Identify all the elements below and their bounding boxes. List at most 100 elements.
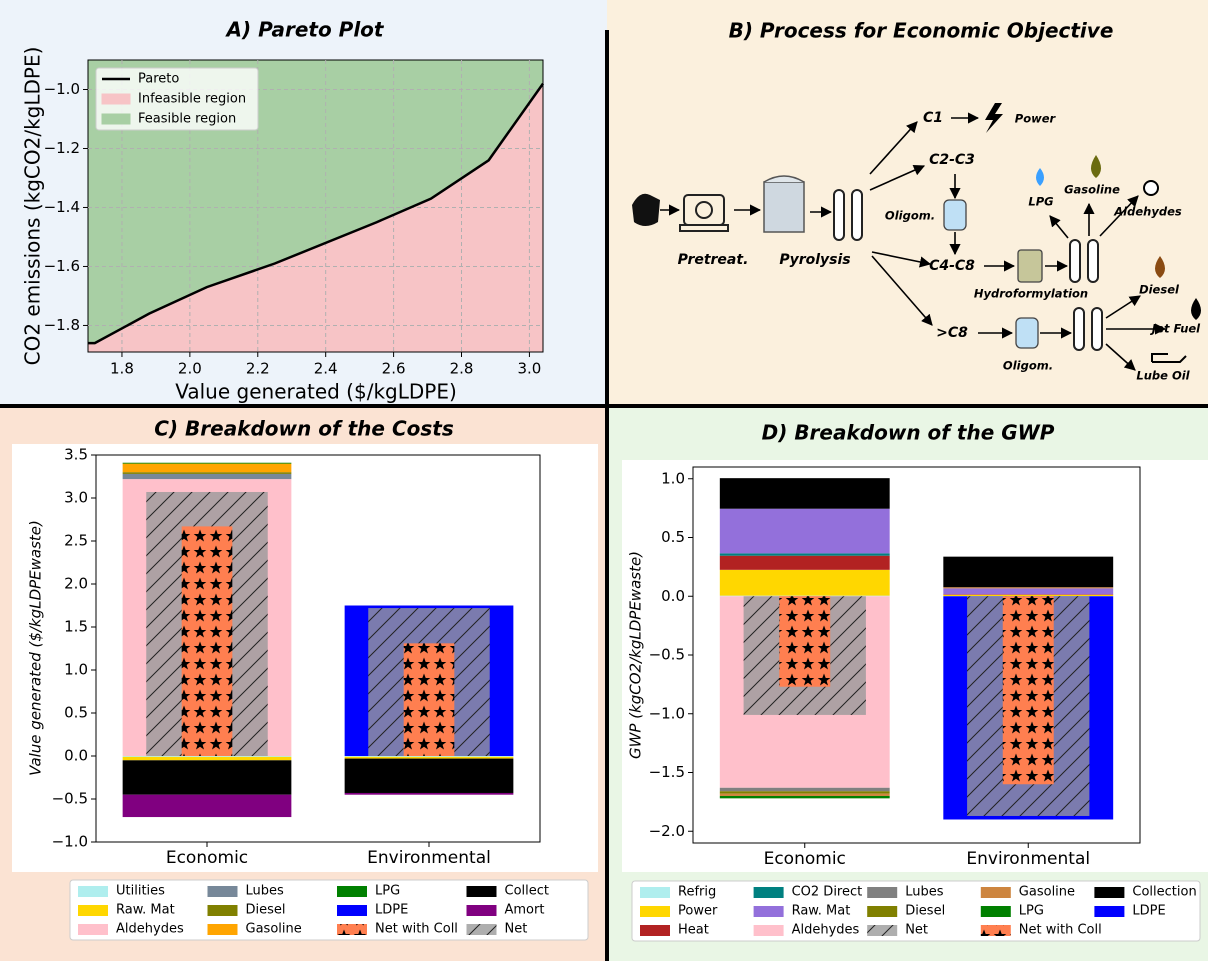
node-label: Hydroformylation xyxy=(974,287,1088,301)
node-label: Pyrolysis xyxy=(779,252,850,268)
net-with-coll-bar xyxy=(779,596,831,687)
bar-segment xyxy=(122,760,292,795)
legend-label: Gasoline xyxy=(1019,885,1075,900)
legend-label: LDPE xyxy=(1132,904,1165,919)
x-tick-label: 2.0 xyxy=(178,360,202,378)
legend-swatch xyxy=(640,887,670,898)
y-tick-label: −1.5 xyxy=(649,763,685,781)
node-label: Oligom. xyxy=(885,209,935,223)
x-tick-label: Economic xyxy=(166,848,248,868)
legend-label: Raw. Mat xyxy=(792,904,851,919)
legend-swatch xyxy=(640,925,670,936)
y-tick-label: −2.0 xyxy=(649,822,685,840)
x-tick-label: 2.8 xyxy=(450,360,474,378)
legend-swatch xyxy=(78,905,108,916)
plot-frame xyxy=(95,454,541,843)
bar-segment xyxy=(719,791,890,794)
bar-segment xyxy=(943,594,1114,595)
bar-segment xyxy=(122,473,292,480)
legend-swatch xyxy=(867,887,898,898)
legend-swatch xyxy=(1094,906,1125,917)
legend-label: Aldehydes xyxy=(116,922,184,937)
waste-bag-icon xyxy=(632,193,660,226)
bar-segment xyxy=(122,472,292,474)
legend-label: Pareto xyxy=(138,72,179,87)
y-tick-label: −1.0 xyxy=(649,704,685,722)
node-label: LPG xyxy=(1028,195,1053,209)
node-label: Aldehydes xyxy=(1113,205,1182,219)
legend-label: Net with Coll xyxy=(1019,923,1102,938)
legend-label: Aldehydes xyxy=(792,923,860,938)
bar-segment xyxy=(344,756,514,757)
arrows xyxy=(660,112,1167,371)
node-label: Power xyxy=(1015,112,1057,126)
net-with-coll-bar xyxy=(1002,596,1054,785)
pyrolysis-icon xyxy=(763,175,805,233)
node-label: Jet Fuel xyxy=(1150,322,1201,336)
legend-swatch xyxy=(337,905,367,916)
legend-swatch xyxy=(980,925,1011,936)
legend-label: Lubes xyxy=(905,885,944,900)
x-tick-label: 2.2 xyxy=(246,360,270,378)
bar-segment xyxy=(122,462,292,464)
legend-swatch xyxy=(337,886,367,897)
y-tick-label: 2.0 xyxy=(64,575,88,593)
lube-oil-icon xyxy=(1151,353,1187,363)
legend-swatch xyxy=(78,924,108,935)
legend-swatch xyxy=(207,905,238,916)
legend-label: Collect xyxy=(505,884,550,899)
aldehydes-icon xyxy=(1143,180,1159,196)
legend-label: Net with Coll xyxy=(375,922,458,937)
legend-box xyxy=(95,67,259,131)
net-with-coll-bar xyxy=(403,643,455,756)
node-label: >C8 xyxy=(936,325,968,341)
y-tick-label: 3.5 xyxy=(64,446,88,464)
legend-label: LDPE xyxy=(375,903,408,918)
legend-swatch xyxy=(753,887,784,898)
bar-segment xyxy=(719,553,890,556)
bar-segment xyxy=(943,588,1114,595)
legend-label: Lubes xyxy=(246,884,285,899)
bar-segment xyxy=(719,508,890,554)
y-tick-label: 3.0 xyxy=(64,489,88,507)
x-tick-label: 2.4 xyxy=(314,360,338,378)
node-label: Lube Oil xyxy=(1136,369,1190,383)
legend-label: Utilities xyxy=(116,884,165,899)
legend-swatch xyxy=(753,906,784,917)
bar-segment xyxy=(719,555,890,570)
power-icon xyxy=(985,103,1003,133)
bar-segment xyxy=(122,463,292,473)
y-tick-label: −1.2 xyxy=(44,139,80,157)
legend-swatch xyxy=(466,905,497,916)
legend-label: Diesel xyxy=(246,903,286,918)
legend-label: Net xyxy=(905,923,928,938)
pretreat-icon xyxy=(679,194,729,232)
legend-label: Feasible region xyxy=(138,112,236,127)
chart-title: A) Pareto Plot xyxy=(225,18,385,42)
legend-swatch xyxy=(207,886,238,897)
legend-box xyxy=(69,879,589,941)
legend-swatch xyxy=(466,886,497,897)
reactor-icons xyxy=(943,199,1043,349)
legend-label: Net xyxy=(505,922,528,937)
legend-swatch xyxy=(980,906,1011,917)
legend-label: CO2 Direct xyxy=(792,885,863,900)
region-fill xyxy=(88,83,543,353)
legend-label: Power xyxy=(678,904,718,919)
column-icons xyxy=(833,189,1103,351)
node-label: Pretreat. xyxy=(678,252,749,268)
legend-swatch xyxy=(78,886,108,897)
bar-segment xyxy=(122,794,292,818)
node-label: Gasoline xyxy=(1064,183,1120,197)
chart-title: D) Breakdown of the GWP xyxy=(762,421,1055,445)
legend-label: LPG xyxy=(1019,904,1044,919)
x-axis-label: Value generated ($/kgLDPE) xyxy=(175,380,457,404)
x-tick-label: 3.0 xyxy=(517,360,541,378)
bar-segment xyxy=(943,556,1114,588)
y-tick-label: 0.0 xyxy=(64,747,88,765)
pareto-line xyxy=(88,82,545,345)
legend-swatch xyxy=(1094,887,1125,898)
y-tick-label: 0.5 xyxy=(661,528,685,546)
diagram-title: B) Process for Economic Objective xyxy=(729,19,1114,43)
legend-swatch xyxy=(207,924,238,935)
